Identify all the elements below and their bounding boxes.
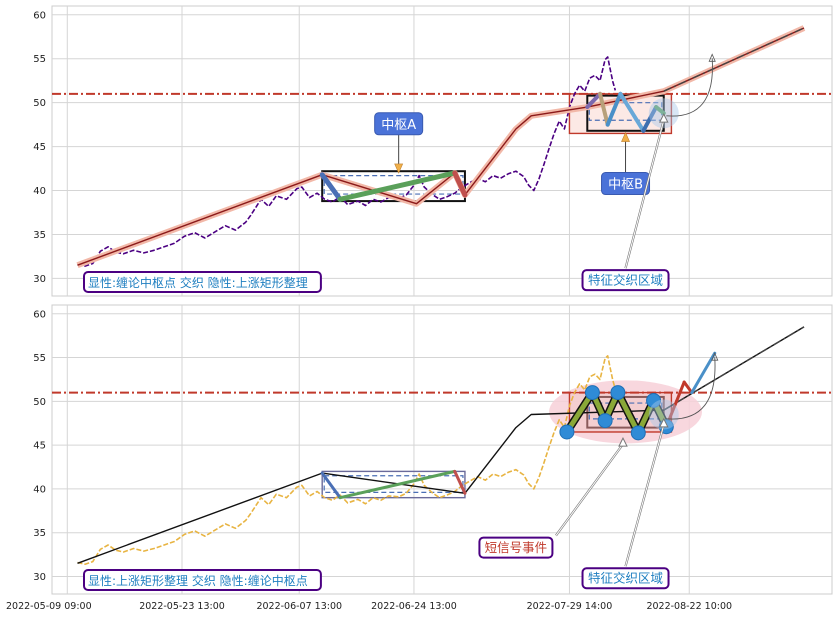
zigzag-segment — [618, 91, 646, 133]
zhongshu-label: 中枢A — [381, 118, 416, 133]
zhongshu-inner-range — [323, 475, 464, 494]
projection-line — [663, 326, 805, 411]
projection-curve — [666, 58, 713, 117]
zhongshu-label-box — [601, 172, 651, 196]
arrow-head — [618, 436, 628, 447]
pivot-marker — [559, 424, 575, 440]
price-series — [77, 355, 617, 565]
annotation-box — [581, 269, 670, 292]
x-tick-label: 2022-05-09 09:00 — [6, 601, 92, 612]
y-tick-label: 45 — [33, 441, 46, 452]
y-tick-label: 55 — [33, 54, 46, 65]
top-panel: 30 35 40 45 50 55 60 中枢A 中枢B 特征交织区域 显性:缠论中枢点 交织 隐性… — [33, 5, 833, 297]
x-tick-label: 2022-05-23 13:00 — [139, 601, 225, 612]
zigzag-segment — [337, 170, 458, 202]
y-tick-label: 55 — [33, 353, 46, 364]
pivot-marker — [630, 425, 646, 441]
panel-legend-text: 显性:缠论中枢点 交织 隐性:上涨矩形整理 — [88, 275, 308, 290]
zigzag-segment — [453, 469, 467, 495]
zhongshu-label-box — [374, 112, 424, 136]
x-tick-label: 2022-06-24 13:00 — [371, 601, 457, 612]
zigzag-segment — [690, 351, 717, 395]
arrow-head — [708, 53, 716, 62]
panel-legend-box — [83, 569, 322, 591]
arrow-head — [711, 352, 719, 361]
x-tick-label: 2022-06-07 13:00 — [256, 601, 342, 612]
panel-legend-text: 显性:上涨矩形整理 交织 隐性:缠论中枢点 — [88, 573, 308, 588]
zigzag-segment — [320, 471, 342, 500]
zigzag-segment — [615, 390, 641, 436]
zigzag-segment — [319, 172, 343, 202]
zigzag-segment — [585, 91, 603, 110]
plot-frame — [51, 5, 833, 297]
label-arrow-inner — [555, 443, 624, 536]
label-arrow-inner — [625, 424, 665, 567]
zigzag-segment — [605, 91, 623, 127]
annotation-label: 特征交织区域 — [588, 273, 663, 288]
zigzag-segment — [682, 380, 694, 395]
projection-line — [663, 27, 805, 92]
y-tick-label: 50 — [33, 397, 46, 408]
y-tick-label: 60 — [33, 309, 46, 320]
zigzag-segment — [641, 105, 659, 133]
pivot-marker — [584, 385, 600, 401]
x-tick-label: 2022-08-22 10:00 — [646, 601, 732, 612]
zigzag-segment — [654, 105, 666, 116]
panel-legend-box — [83, 271, 322, 293]
y-tick-label: 30 — [33, 274, 46, 285]
price-series — [77, 56, 617, 267]
label-arrow-inner — [625, 119, 665, 269]
zigzag-segment — [452, 170, 468, 198]
x-tick-label: 2022-07-29 14:00 — [527, 601, 613, 612]
annotation-box — [581, 567, 670, 590]
x-axis-ticks: 2022-05-09 09:00 2022-05-23 13:00 2022-06-… — [6, 601, 732, 612]
zigzag-segment — [675, 380, 686, 403]
zigzag-segment — [598, 91, 610, 127]
y-tick-label: 35 — [33, 528, 46, 539]
annotation-label: 短信号事件 — [485, 540, 548, 555]
pivot-marker — [646, 392, 662, 408]
focus-circle — [648, 399, 679, 430]
arrow-head — [658, 112, 669, 123]
zhongshu-label: 中枢B — [608, 178, 643, 193]
y-tick-label: 60 — [33, 10, 46, 21]
annotation-label: 特征交织区域 — [588, 571, 663, 586]
projection-curve — [666, 357, 716, 420]
arrow-head — [621, 131, 630, 142]
y-tick-label: 50 — [33, 98, 46, 109]
y-tick-label: 45 — [33, 142, 46, 153]
y-tick-label: 40 — [33, 186, 46, 197]
arrow-head — [658, 417, 669, 428]
pivot-marker — [597, 413, 613, 429]
annotation-box — [478, 536, 554, 559]
pivot-marker — [610, 385, 626, 401]
zigzag-segment — [564, 390, 595, 435]
plot-frame — [51, 304, 833, 595]
y-tick-label: 40 — [33, 484, 46, 495]
y-tick-label: 35 — [33, 230, 46, 241]
arrow-head — [394, 163, 404, 174]
zigzag-segment — [338, 469, 457, 500]
y-tick-label: 30 — [33, 572, 46, 583]
